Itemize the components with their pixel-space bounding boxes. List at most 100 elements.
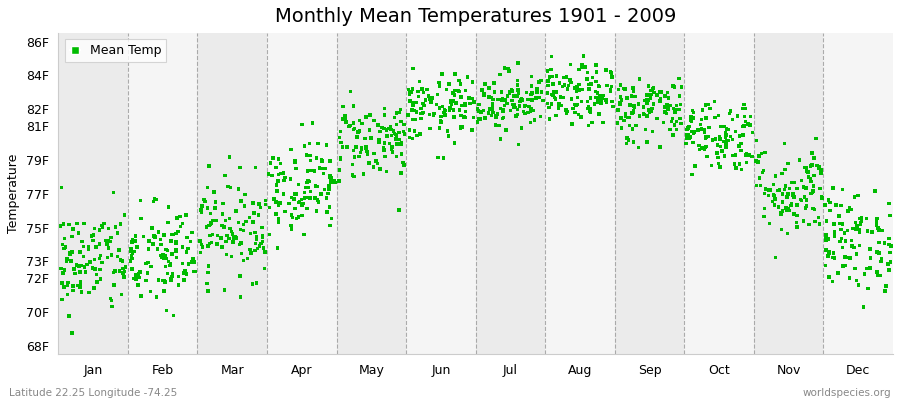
Point bbox=[509, 93, 524, 100]
Point bbox=[209, 218, 223, 224]
Point bbox=[432, 79, 446, 86]
Point bbox=[790, 224, 805, 230]
Point bbox=[95, 224, 110, 230]
Point bbox=[544, 91, 559, 98]
Point bbox=[502, 88, 517, 95]
Point bbox=[496, 108, 510, 115]
Point bbox=[346, 161, 360, 168]
Point bbox=[705, 137, 719, 143]
Point bbox=[229, 208, 243, 214]
Point bbox=[94, 252, 108, 259]
Point bbox=[377, 125, 392, 132]
Point bbox=[66, 283, 80, 289]
Point bbox=[394, 151, 409, 157]
Point bbox=[719, 139, 733, 145]
Point bbox=[103, 238, 117, 244]
Point bbox=[659, 110, 673, 117]
Point bbox=[831, 270, 845, 276]
Point bbox=[161, 204, 176, 210]
Point bbox=[309, 183, 323, 189]
Point bbox=[117, 268, 131, 274]
Point bbox=[86, 265, 100, 271]
Point bbox=[81, 244, 95, 250]
Point bbox=[529, 95, 544, 101]
Point bbox=[57, 221, 71, 228]
Point bbox=[158, 279, 172, 286]
Point bbox=[377, 112, 392, 118]
Point bbox=[290, 191, 304, 197]
Point bbox=[124, 246, 139, 252]
Point bbox=[495, 97, 509, 103]
Point bbox=[102, 237, 116, 244]
Point bbox=[797, 194, 812, 200]
Point bbox=[92, 255, 106, 262]
Point bbox=[458, 108, 473, 115]
Point bbox=[579, 64, 593, 70]
Point bbox=[718, 131, 733, 137]
Point bbox=[596, 119, 610, 126]
Point bbox=[133, 197, 148, 204]
Point bbox=[80, 262, 94, 268]
Point bbox=[806, 206, 820, 212]
Point bbox=[606, 104, 620, 110]
Point bbox=[310, 197, 325, 203]
Point bbox=[374, 124, 389, 131]
Point bbox=[547, 94, 562, 101]
Point bbox=[547, 89, 562, 95]
Point bbox=[84, 233, 98, 239]
Point bbox=[218, 172, 232, 179]
Point bbox=[149, 294, 164, 300]
Point bbox=[253, 243, 267, 249]
Point bbox=[458, 114, 473, 120]
Point bbox=[113, 257, 128, 263]
Point bbox=[758, 205, 772, 212]
Point bbox=[364, 135, 378, 141]
Point bbox=[352, 153, 366, 160]
Point bbox=[194, 242, 209, 248]
Point bbox=[157, 288, 171, 294]
Point bbox=[660, 89, 674, 96]
Point bbox=[623, 122, 637, 129]
Point bbox=[397, 162, 411, 168]
Point bbox=[338, 113, 352, 119]
Point bbox=[865, 229, 879, 236]
Point bbox=[447, 140, 462, 146]
Point bbox=[833, 226, 848, 232]
Point bbox=[718, 142, 733, 148]
Point bbox=[54, 265, 68, 272]
Point bbox=[55, 296, 69, 302]
Point bbox=[771, 204, 786, 210]
Point bbox=[882, 200, 896, 206]
Point bbox=[645, 128, 660, 135]
Point bbox=[686, 110, 700, 116]
Point bbox=[211, 232, 225, 239]
Point bbox=[350, 134, 365, 140]
Point bbox=[836, 263, 850, 269]
Point bbox=[454, 112, 468, 119]
Point bbox=[425, 95, 439, 102]
Point bbox=[445, 101, 459, 107]
Point bbox=[526, 107, 540, 114]
Point bbox=[287, 196, 302, 202]
Point bbox=[517, 108, 531, 115]
Point bbox=[509, 93, 524, 99]
Point bbox=[151, 277, 166, 283]
Point bbox=[248, 240, 263, 246]
Point bbox=[176, 220, 190, 226]
Point bbox=[596, 92, 610, 98]
Point bbox=[338, 119, 353, 125]
Point bbox=[164, 238, 178, 244]
Point bbox=[310, 140, 325, 147]
Point bbox=[465, 127, 480, 133]
Point bbox=[104, 295, 118, 302]
Point bbox=[139, 277, 153, 284]
Point bbox=[60, 291, 75, 298]
Point bbox=[710, 142, 724, 148]
Point bbox=[444, 98, 458, 104]
Point bbox=[699, 154, 714, 160]
Point bbox=[333, 128, 347, 134]
Point bbox=[394, 140, 409, 146]
Point bbox=[685, 128, 699, 135]
Point bbox=[585, 74, 599, 81]
Point bbox=[834, 235, 849, 242]
